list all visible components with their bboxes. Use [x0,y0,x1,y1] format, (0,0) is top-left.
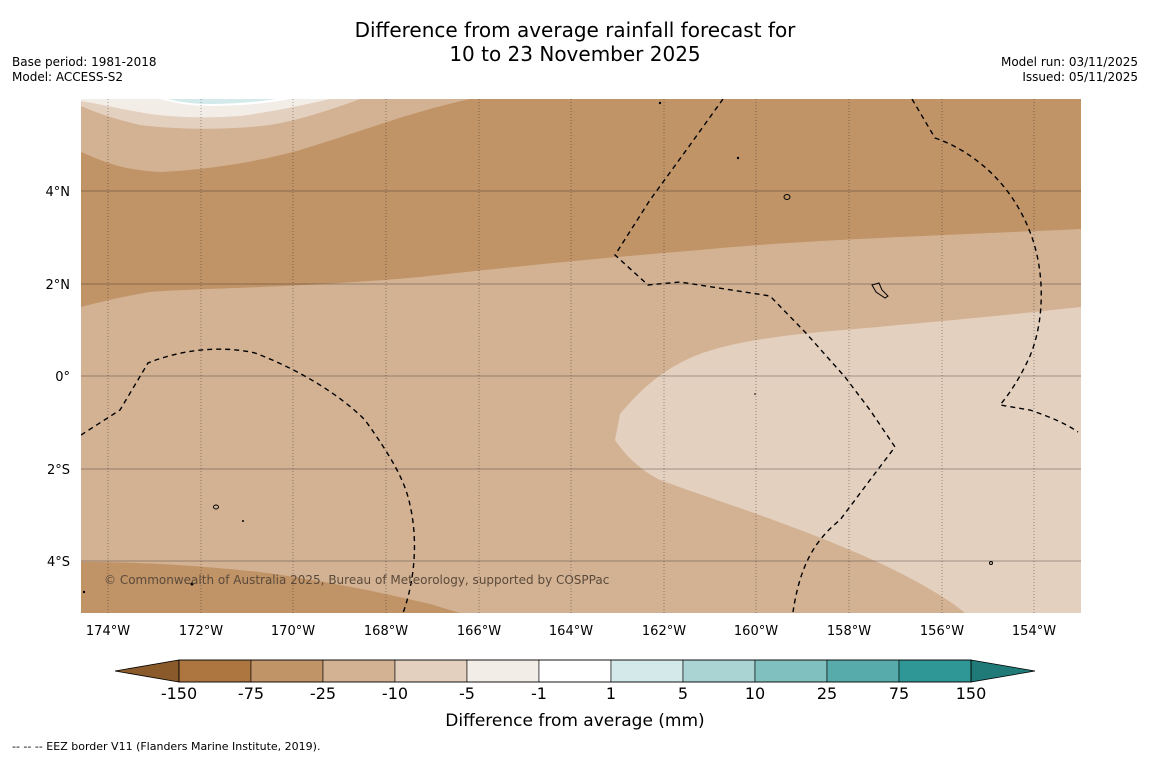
lon-label: 158°W [827,624,871,639]
colorbar-segment [682,659,756,683]
colorbar-tick-label: 5 [678,684,688,703]
colorbar-segment [250,659,324,683]
lon-label: 164°W [549,624,593,639]
colorbar-tick-label: -150 [161,684,197,703]
issued-date: Issued: 05/11/2025 [1022,70,1138,84]
lon-label: 154°W [1012,624,1056,639]
band-minus75-minus25-north [81,99,1081,307]
colorbar-tick-label: 150 [956,684,987,703]
colorbar-segment [610,659,684,683]
island-jarvis [783,194,791,200]
band-minus75-minus25-south [81,562,460,613]
colorbar-segment [178,659,252,683]
colorbar-tick-label: 1 [606,684,616,703]
colorbar-segment [826,659,900,683]
colorbar-tick-label: -25 [310,684,336,703]
island-dot [736,156,740,160]
lon-label: 162°W [642,624,686,639]
colorbar-tick-label: -75 [238,684,264,703]
island-atoll [871,282,889,299]
colorbar-segment [898,659,972,683]
island-dot [658,101,662,105]
island-dot [242,520,244,522]
colorbar-segment [538,659,612,683]
colorbar-segment [322,659,396,683]
colorbar-title: Difference from average (mm) [445,711,704,731]
meta-right: Model run: 03/11/2025 Issued: 05/11/2025 [1001,55,1138,85]
island-dot [754,393,756,395]
colorbar-tick-label: -1 [531,684,547,703]
lat-label: 2°S [47,463,70,478]
chart-title: Difference from average rainfall forecas… [0,18,1150,66]
model-run: Model run: 03/11/2025 [1000,55,1138,69]
colorbar-segment [466,659,540,683]
colorbar-segment [394,659,468,683]
island-dot [82,590,86,594]
lat-labels: 4°N 2°N 0° 2°S 4°S [46,185,71,570]
colorbar: -150 -75 -25 -10 -5 -1 1 5 10 25 75 150 Difference … [114,659,1036,731]
eez-borders [81,99,1079,613]
title-line-1: Difference from average rainfall forecas… [354,18,796,42]
island-small-east [989,561,993,565]
title-line-2: 10 to 23 November 2025 [449,42,701,66]
island-dots [82,101,756,594]
lon-labels: 174°W 172°W 170°W 168°W 166°W 164°W 162°… [86,624,1056,639]
lon-label: 170°W [271,624,315,639]
eez-footnote: -- -- -- EEZ border V11 (Flanders Marine… [12,740,321,753]
colorbar-tick-label: 75 [889,684,909,703]
band-plus1-plus5-lobe [168,99,276,104]
colorbar-segment [754,659,828,683]
island-small-west [213,504,219,510]
meta-left: Base period: 1981-2018 Model: ACCESS-S2 [12,55,157,85]
lon-label: 166°W [457,624,501,639]
eez-border-east [911,99,1079,433]
colorbar-segments [178,659,972,683]
lat-label: 2°N [46,278,71,293]
base-period: Base period: 1981-2018 [12,55,157,69]
lat-label: 4°N [46,185,71,200]
lon-label: 174°W [86,624,130,639]
band-minus10-minus5-east [615,307,1081,613]
colorbar-extend-low [114,659,180,683]
colorbar-tick-label: -10 [382,684,408,703]
band-minus5-minus1-lobe [81,99,330,118]
copyright-notice: © Commonwealth of Australia 2025, Bureau… [104,573,609,587]
gridlines [81,190,1081,562]
model-name: Model: ACCESS-S2 [12,70,124,84]
lon-label: 168°W [364,624,408,639]
lon-label: 160°W [734,624,778,639]
lon-label: 156°W [920,624,964,639]
colorbar-tick-label: 10 [745,684,765,703]
colorbar-ticks: -150 -75 -25 -10 -5 -1 1 5 10 25 75 150 [161,684,986,703]
lon-label: 172°W [179,624,223,639]
island-dot [190,582,194,586]
lat-label: 4°S [47,555,70,570]
eez-border-central [614,99,896,613]
colorbar-frame [178,659,972,683]
colorbar-tick-label: 25 [817,684,837,703]
colorbar-extend-high [970,659,1036,683]
lat-label: 0° [55,370,70,385]
islands [213,194,993,565]
rainfall-field [81,99,1081,613]
colorbar-tick-label: -5 [459,684,475,703]
